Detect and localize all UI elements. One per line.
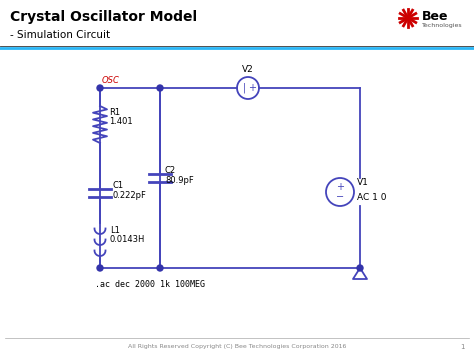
Text: All Rights Reserved Copyright (C) Bee Technologies Corporation 2016: All Rights Reserved Copyright (C) Bee Te… xyxy=(128,344,346,349)
Text: +: + xyxy=(336,182,344,192)
Text: C1: C1 xyxy=(113,181,124,190)
Circle shape xyxy=(157,85,163,91)
Text: +: + xyxy=(248,83,256,93)
Text: Bee: Bee xyxy=(422,10,448,23)
Text: V1: V1 xyxy=(357,178,369,187)
Text: 0.0143H: 0.0143H xyxy=(110,235,146,244)
Text: R1: R1 xyxy=(109,108,120,117)
Text: .ac dec 2000 1k 100MEG: .ac dec 2000 1k 100MEG xyxy=(95,280,205,289)
Text: AC 1 0: AC 1 0 xyxy=(357,193,386,202)
Text: L1: L1 xyxy=(110,226,120,235)
Text: 1: 1 xyxy=(461,344,465,350)
Text: Crystal Oscillator Model: Crystal Oscillator Model xyxy=(10,10,197,24)
Text: −: − xyxy=(336,192,344,202)
Text: C2: C2 xyxy=(165,166,176,175)
Text: 0.222pF: 0.222pF xyxy=(113,191,147,200)
Text: 80.9pF: 80.9pF xyxy=(165,176,194,185)
Text: 1.401: 1.401 xyxy=(109,117,133,126)
Text: |: | xyxy=(242,83,246,93)
Circle shape xyxy=(157,265,163,271)
Circle shape xyxy=(97,265,103,271)
Circle shape xyxy=(357,265,363,271)
Text: - Simulation Circuit: - Simulation Circuit xyxy=(10,30,110,40)
Text: OSC: OSC xyxy=(102,76,120,85)
Circle shape xyxy=(97,85,103,91)
Text: Technologies: Technologies xyxy=(422,23,463,28)
Text: V2: V2 xyxy=(242,65,254,74)
